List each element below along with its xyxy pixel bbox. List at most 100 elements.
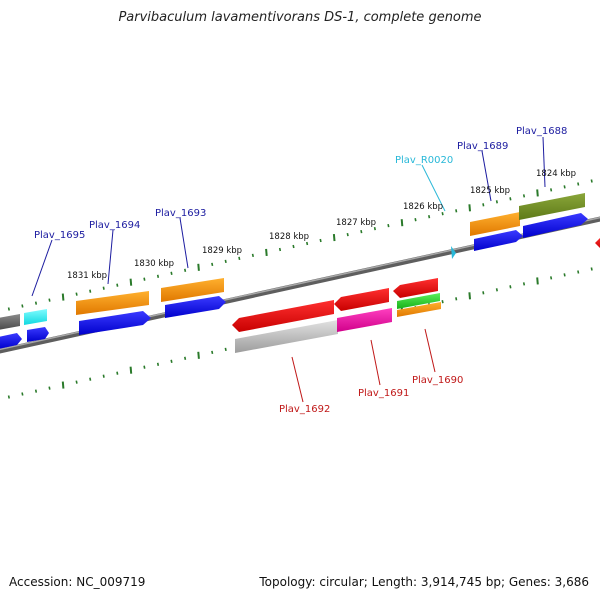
ruler-minor-tick xyxy=(522,282,526,286)
accession-text: Accession: NC_009719 xyxy=(9,575,146,589)
ruler-minor-tick xyxy=(577,182,580,186)
ruler-minor-tick xyxy=(102,286,105,290)
ruler-minor-tick xyxy=(590,267,593,271)
gene-plav_1690-red[interactable] xyxy=(393,278,438,298)
ruler-minor-tick xyxy=(360,229,363,234)
ruler-minor-tick xyxy=(387,223,390,228)
ruler-minor-tick xyxy=(522,194,526,198)
ruler-label: 1824 kbp xyxy=(536,169,576,179)
ruler-minor-tick xyxy=(116,371,119,375)
gene-plav_1688-olive[interactable] xyxy=(519,193,585,220)
callout-plav_1689 xyxy=(481,150,492,202)
ruler-major-tick xyxy=(536,277,539,285)
ruler-labels: 1831 kbp 1830 kbp 1829 kbp 1828 kbp 1827… xyxy=(67,169,576,281)
ruler-minor-tick xyxy=(116,283,119,287)
gene-plav_1691-red[interactable] xyxy=(334,288,389,311)
gene-plav_1691-magenta[interactable] xyxy=(337,308,392,332)
gene-plav_1689-orange[interactable] xyxy=(470,212,520,236)
gene-plav_1695-segment[interactable] xyxy=(0,314,20,330)
ruler-label: 1825 kbp xyxy=(470,186,510,196)
ruler-minor-tick xyxy=(428,215,431,219)
ruler-minor-tick xyxy=(75,380,78,384)
gene-plav_1695-cyan[interactable] xyxy=(24,309,47,325)
trna-plav_r0020-marker[interactable] xyxy=(451,246,456,259)
ruler-minor-tick xyxy=(509,197,512,201)
callout-plav_1694 xyxy=(107,229,114,285)
ruler-major-tick xyxy=(265,248,268,256)
ruler-minor-tick xyxy=(156,362,160,366)
callout-lines xyxy=(31,136,546,403)
gene-label-plav_1694[interactable]: Plav_1694 xyxy=(89,220,140,231)
ruler-major-tick xyxy=(332,234,336,242)
ruler-minor-tick xyxy=(170,271,173,275)
ruler-minor-tick xyxy=(7,307,10,311)
ruler-minor-tick xyxy=(495,200,498,204)
ruler-major-tick xyxy=(197,351,200,359)
ruler-minor-tick xyxy=(292,244,295,249)
callout-plav_1688 xyxy=(542,136,546,188)
ruler-minor-tick xyxy=(7,395,10,399)
gene-label-plav_1690[interactable]: Plav_1690 xyxy=(412,375,463,386)
gene-plav_1690-orange[interactable] xyxy=(397,302,441,317)
callout-plav_r0020 xyxy=(421,164,446,212)
ruler-minor-tick xyxy=(482,203,485,207)
ruler-minor-tick xyxy=(455,297,458,301)
gene-blue-arrow-5[interactable] xyxy=(474,230,523,251)
gene-label-plav_1691[interactable]: Plav_1691 xyxy=(358,388,409,399)
ruler-label: 1826 kbp xyxy=(403,202,443,212)
ruler-major-tick xyxy=(468,292,471,300)
gene-plav_1690-green[interactable] xyxy=(397,293,440,309)
ruler-minor-tick xyxy=(306,241,309,246)
ruler-minor-tick xyxy=(75,292,78,296)
callout-plav_1692 xyxy=(291,356,304,403)
ruler-minor-tick xyxy=(278,247,282,252)
gene-plav_1694-orange[interactable] xyxy=(76,291,149,315)
gene-label-plav_1688[interactable]: Plav_1688 xyxy=(516,126,567,137)
gene-blue-arrow-2[interactable] xyxy=(27,327,49,342)
ruler-minor-tick xyxy=(89,377,92,381)
gene-blue-arrow-3[interactable] xyxy=(79,311,151,335)
ruler-minor-tick xyxy=(184,268,187,272)
ruler-minor-tick xyxy=(143,277,146,281)
ruler-label: 1830 kbp xyxy=(134,259,174,269)
ruler-ticks-upper xyxy=(7,179,593,311)
ruler-label: 1828 kbp xyxy=(269,232,309,242)
gene-red-edge[interactable] xyxy=(595,236,600,250)
ruler-minor-tick xyxy=(170,359,173,363)
ruler-minor-tick xyxy=(34,301,38,305)
ruler-minor-tick xyxy=(346,232,349,237)
gene-blue-arrow-6[interactable] xyxy=(523,213,588,238)
gene-label-plav_1689[interactable]: Plav_1689 xyxy=(457,141,508,152)
ruler-major-tick xyxy=(468,204,471,212)
ruler-minor-tick xyxy=(590,179,593,183)
gene-label-plav_r0020[interactable]: Plav_R0020 xyxy=(395,155,453,166)
ruler-minor-tick xyxy=(89,289,92,293)
ruler-minor-tick xyxy=(21,392,24,396)
ruler-label: 1831 kbp xyxy=(67,271,107,281)
ruler-minor-tick xyxy=(211,262,214,267)
gene-blue-arrow-4[interactable] xyxy=(165,296,226,318)
ruler-minor-tick xyxy=(509,285,512,289)
gene-labels: Plav_1695 Plav_1694 Plav_1693 Plav_R0020… xyxy=(34,126,567,415)
gene-plav_1693-orange[interactable] xyxy=(161,278,224,302)
ruler-minor-tick xyxy=(319,238,322,243)
ruler-minor-tick xyxy=(455,209,458,213)
ruler-minor-tick xyxy=(48,386,51,390)
gene-blue-arrow-1[interactable] xyxy=(0,333,22,349)
ruler-minor-tick xyxy=(550,188,553,192)
ruler-minor-tick xyxy=(156,274,160,278)
gene-label-plav_1692[interactable]: Plav_1692 xyxy=(279,404,330,415)
ruler-minor-tick xyxy=(482,291,485,295)
gene-plav_1692-gray[interactable] xyxy=(235,320,338,353)
gene-label-plav_1695[interactable]: Plav_1695 xyxy=(34,230,85,241)
ruler-minor-tick xyxy=(184,356,187,360)
ruler-minor-tick xyxy=(102,374,105,378)
gene-label-plav_1693[interactable]: Plav_1693 xyxy=(155,208,206,219)
callout-plav_1691 xyxy=(370,339,381,386)
gene-plav_1692-red[interactable] xyxy=(232,300,334,332)
ruler-label: 1827 kbp xyxy=(336,218,376,228)
ruler-major-tick xyxy=(129,278,133,286)
ruler-minor-tick xyxy=(563,273,566,277)
